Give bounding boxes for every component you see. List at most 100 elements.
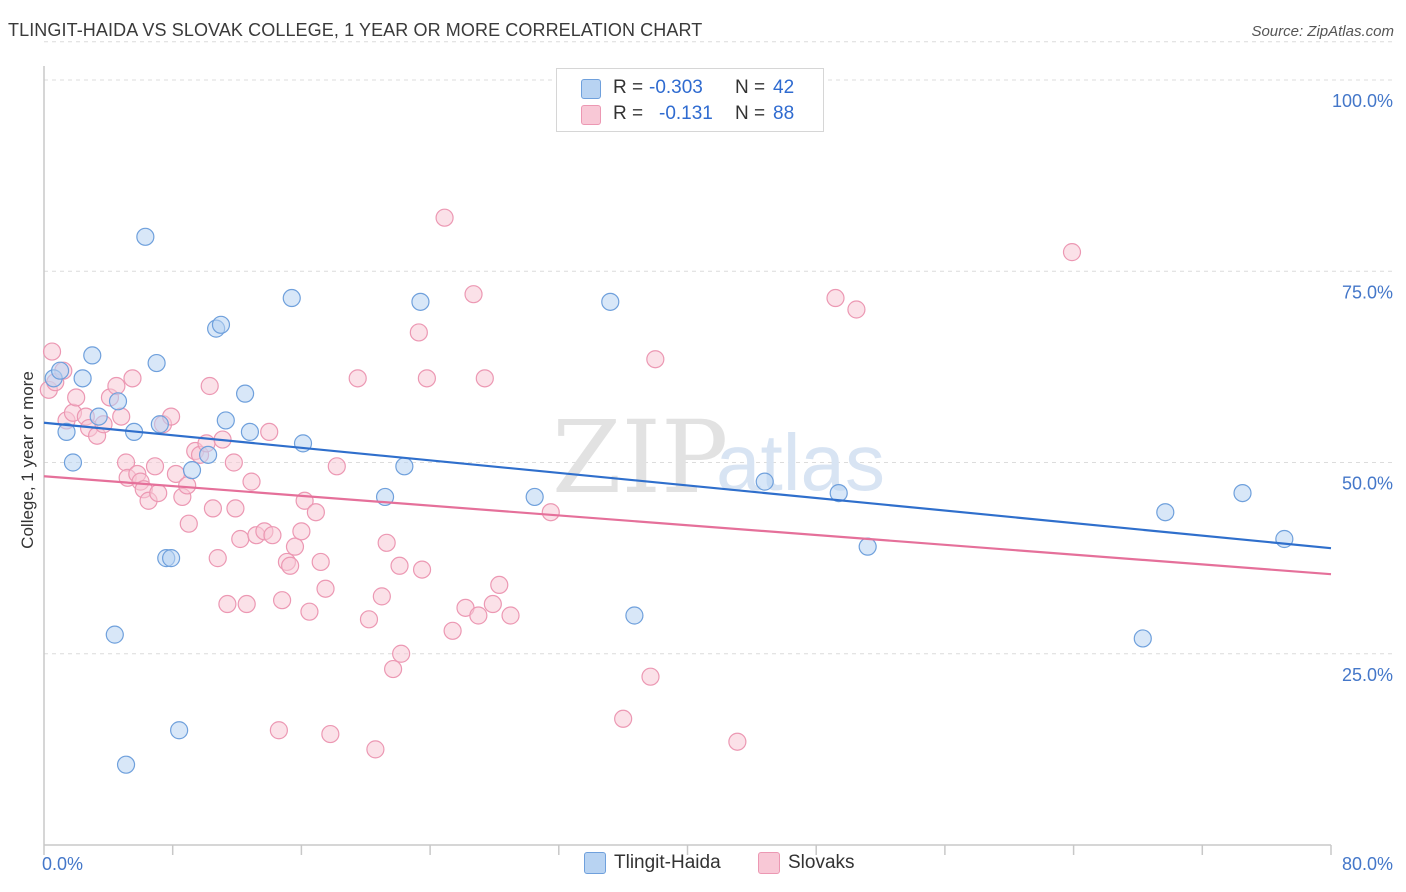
point-slovaks bbox=[1062, 243, 1082, 262]
point-slovaks bbox=[728, 732, 747, 751]
point-slovaks bbox=[383, 659, 403, 679]
trend-lines bbox=[43, 421, 1332, 576]
point-tlingit-haida bbox=[411, 292, 430, 311]
legend-n-label: N = bbox=[735, 77, 766, 98]
point-slovaks bbox=[208, 549, 227, 568]
point-tlingit-haida bbox=[73, 369, 92, 388]
legend-row-tlingit-haida: R = -0.303 N = 42 bbox=[557, 75, 823, 103]
point-tlingit-haida bbox=[282, 288, 301, 308]
bottom-legend-label: Tlingit-Haida bbox=[614, 852, 721, 873]
y-tick-label: 50.0% bbox=[1342, 474, 1393, 494]
point-slovaks bbox=[475, 369, 494, 388]
point-tlingit-haida bbox=[83, 346, 102, 365]
point-slovaks bbox=[178, 476, 197, 495]
point-slovaks bbox=[224, 453, 243, 472]
point-slovaks bbox=[469, 606, 488, 625]
series-tlingit-haida-points bbox=[44, 227, 1294, 774]
point-slovaks bbox=[417, 369, 436, 388]
x-tick-min: 0.0% bbox=[42, 854, 83, 874]
point-slovaks bbox=[112, 407, 131, 426]
point-tlingit-haida bbox=[525, 487, 544, 507]
point-slovaks bbox=[541, 503, 560, 522]
point-slovaks bbox=[149, 484, 168, 503]
point-slovaks bbox=[242, 472, 261, 491]
point-slovaks bbox=[321, 724, 340, 744]
legend-r-value: -0.303 bbox=[649, 77, 703, 98]
point-tlingit-haida bbox=[89, 407, 108, 426]
point-tlingit-haida bbox=[63, 453, 83, 472]
x-tick-labels: 0.0% 80.0% bbox=[42, 854, 1393, 874]
legend-n-label: N = bbox=[735, 103, 766, 124]
point-slovaks bbox=[285, 537, 305, 556]
point-tlingit-haida bbox=[240, 422, 260, 441]
point-tlingit-haida bbox=[170, 721, 189, 740]
point-tlingit-haida bbox=[1156, 503, 1175, 522]
grid-lines bbox=[44, 41, 1392, 655]
point-tlingit-haida bbox=[57, 422, 76, 441]
bottom-legend-swatch-blue bbox=[584, 852, 606, 874]
y-tick-label: 25.0% bbox=[1342, 665, 1393, 685]
source-label: Source: ZipAtlas.com bbox=[1251, 23, 1394, 40]
point-tlingit-haida bbox=[858, 537, 877, 556]
point-slovaks bbox=[327, 457, 346, 476]
point-tlingit-haida bbox=[105, 625, 124, 644]
y-axis-label: College, 1 year or more bbox=[18, 371, 37, 549]
correlation-legend: R = -0.303 N = 42 R = -0.131 N = 88 bbox=[556, 68, 824, 132]
legend-swatch-blue bbox=[581, 79, 601, 99]
trend-line-slovaks bbox=[43, 475, 1332, 576]
point-slovaks bbox=[443, 621, 462, 640]
point-tlingit-haida bbox=[108, 392, 128, 411]
point-slovaks bbox=[311, 552, 330, 572]
point-tlingit-haida bbox=[150, 415, 169, 434]
point-slovaks bbox=[231, 529, 250, 549]
point-slovaks bbox=[847, 300, 866, 319]
legend-row-slovaks: R = -0.131 N = 88 bbox=[557, 101, 823, 129]
point-slovaks bbox=[372, 587, 391, 606]
y-tick-label: 75.0% bbox=[1342, 282, 1393, 302]
chart-title: TLINGIT-HAIDA VS SLOVAK COLLEGE, 1 YEAR … bbox=[8, 20, 703, 40]
axes bbox=[43, 66, 1332, 855]
point-slovaks bbox=[483, 594, 502, 614]
point-slovaks bbox=[42, 342, 62, 361]
point-slovaks bbox=[306, 503, 325, 522]
legend-r-label: R = bbox=[613, 77, 644, 98]
legend-n-value: 88 bbox=[773, 103, 795, 124]
point-tlingit-haida bbox=[755, 472, 774, 491]
legend-r-label: R = bbox=[613, 103, 644, 124]
point-slovaks bbox=[272, 591, 292, 610]
point-slovaks bbox=[392, 644, 411, 663]
point-tlingit-haida bbox=[829, 484, 848, 503]
point-slovaks bbox=[67, 388, 86, 407]
point-slovaks bbox=[292, 522, 311, 541]
point-slovaks bbox=[348, 369, 367, 388]
legend-swatch-pink bbox=[581, 105, 601, 125]
trend-line-tlingit-haida bbox=[43, 421, 1332, 550]
point-slovaks bbox=[281, 556, 300, 575]
point-tlingit-haida bbox=[50, 361, 70, 380]
point-slovaks bbox=[435, 208, 454, 227]
point-tlingit-haida bbox=[1233, 484, 1252, 503]
point-slovaks bbox=[490, 575, 509, 595]
legend-r-value: -0.131 bbox=[659, 103, 713, 124]
y-tick-labels: 100.0% 75.0% 50.0% 25.0% bbox=[1332, 91, 1393, 685]
point-tlingit-haida bbox=[211, 315, 231, 334]
point-tlingit-haida bbox=[198, 445, 218, 464]
x-tick-max: 80.0% bbox=[1342, 854, 1393, 874]
point-slovaks bbox=[501, 606, 520, 625]
point-tlingit-haida bbox=[136, 227, 155, 246]
point-slovaks bbox=[269, 721, 288, 740]
point-tlingit-haida bbox=[161, 549, 181, 568]
point-slovaks bbox=[390, 556, 409, 575]
bottom-legend-label: Slovaks bbox=[788, 852, 855, 873]
point-slovaks bbox=[826, 288, 845, 308]
point-slovaks bbox=[366, 740, 385, 759]
point-tlingit-haida bbox=[601, 292, 620, 311]
point-tlingit-haida bbox=[147, 353, 166, 373]
point-slovaks bbox=[300, 602, 319, 621]
bottom-legend-swatch-pink bbox=[758, 852, 780, 874]
point-slovaks bbox=[646, 350, 665, 369]
watermark-atlas: atlas bbox=[716, 418, 885, 507]
point-tlingit-haida bbox=[116, 755, 136, 774]
point-slovaks bbox=[412, 560, 432, 579]
point-tlingit-haida bbox=[395, 457, 414, 476]
